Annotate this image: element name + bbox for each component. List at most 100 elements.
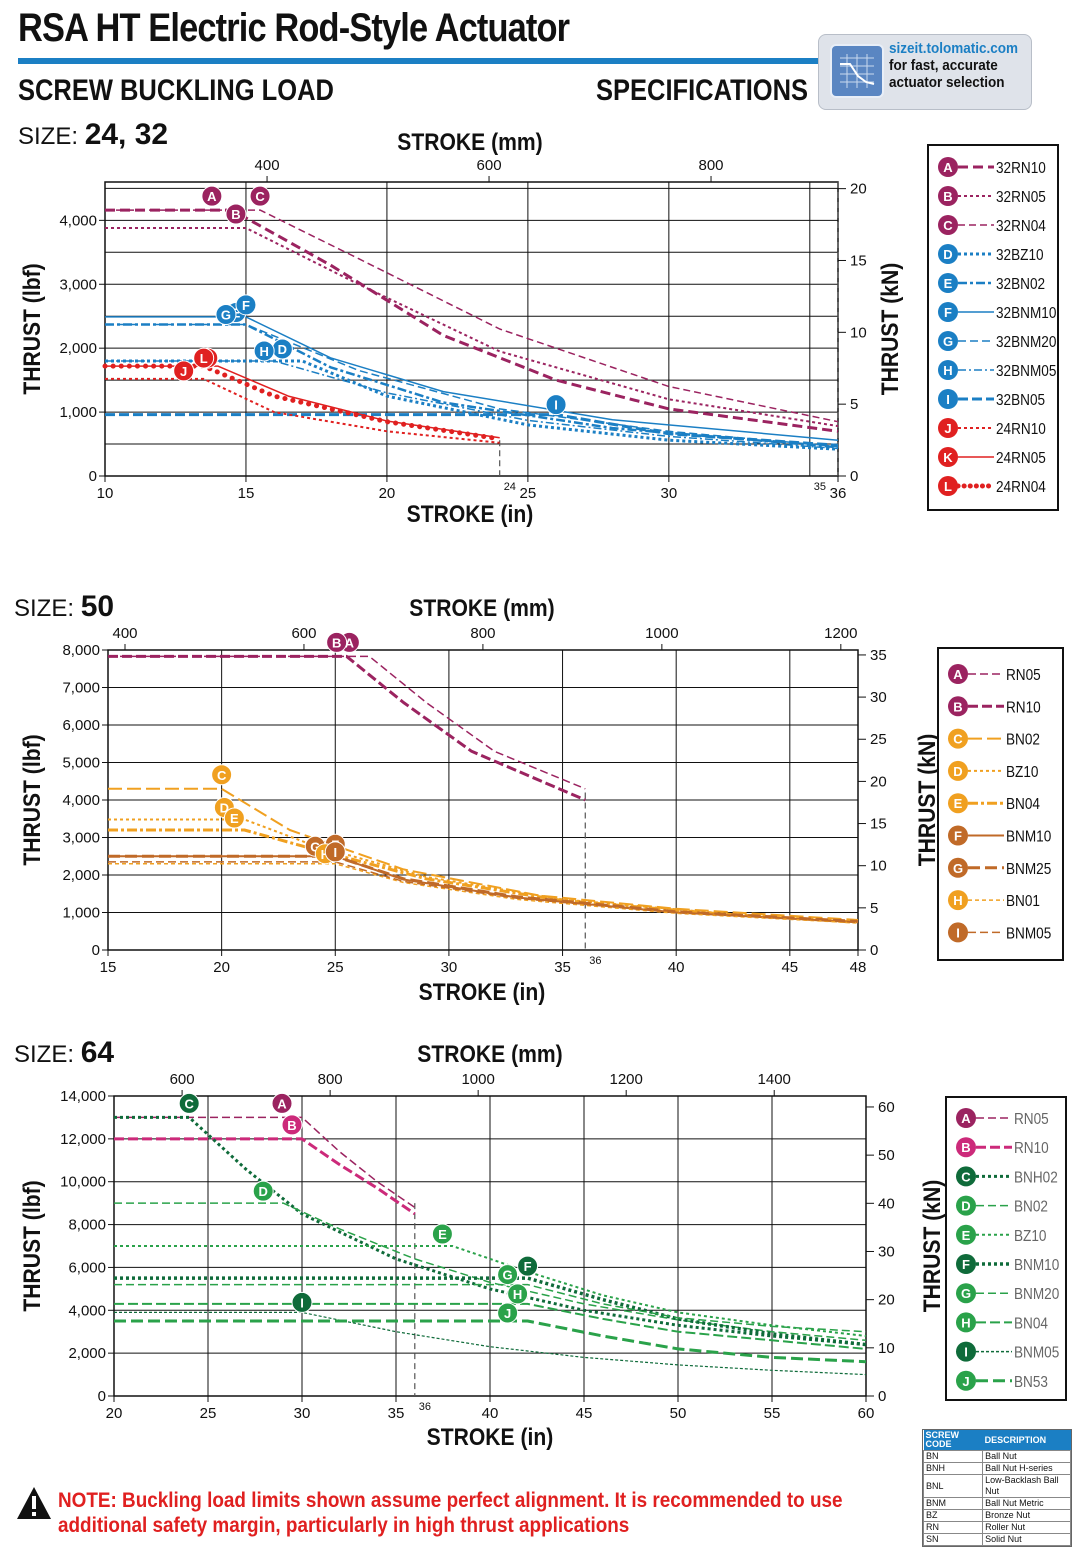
plot-badge-letter: C — [255, 189, 265, 204]
y-tick-label: 2,000 — [59, 340, 97, 357]
plot-badge-D — [252, 1180, 274, 1202]
series-line-BN02 — [114, 1202, 867, 1342]
plot-badge-C — [249, 185, 271, 207]
series-line-RN10 — [114, 1137, 416, 1216]
screw-code-row: RN Roller Nut — [922, 1521, 1071, 1534]
legend-label: BN02 — [1014, 1199, 1048, 1216]
x-tick-label: 35 — [554, 959, 571, 976]
y2-tick-label: 20 — [850, 181, 867, 198]
x2-tick-label: 600 — [291, 625, 316, 642]
plot-badge-letter: E — [230, 811, 239, 826]
legend-badge-K — [938, 447, 958, 467]
x-tick-label: 45 — [576, 1405, 593, 1422]
y-tick-label: 0 — [92, 942, 100, 959]
description-header: DESCRIPTION — [982, 1430, 1071, 1451]
safety-note: NOTE: Buckling load limits shown assume … — [58, 1488, 843, 1538]
y-axis-title: THRUST (lbf) — [19, 263, 46, 394]
plot-badge-F — [517, 1255, 539, 1277]
legend-badge-B — [938, 186, 958, 206]
legend-badge-B — [956, 1137, 976, 1158]
series-line-BNM10 — [114, 1276, 867, 1347]
legend-label: 32BZ10 — [996, 247, 1044, 264]
legend-letter: H — [961, 1315, 970, 1330]
legend-letter: I — [946, 392, 950, 407]
y2-tick-label: 5 — [870, 900, 878, 917]
screw-code: BN — [922, 1450, 984, 1463]
legend-letter: J — [944, 421, 951, 436]
legend-letter: E — [962, 1228, 971, 1243]
y2-tick-label: 15 — [850, 252, 867, 269]
sizeit-url[interactable]: sizeit.tolomatic.com — [889, 40, 1019, 57]
plot-badge-letter: A — [207, 189, 217, 204]
legend-letter: H — [943, 363, 952, 378]
x2-axis-title: STROKE (mm) — [397, 129, 542, 156]
x-tick-label: 10 — [97, 485, 114, 502]
legend-letter: J — [962, 1374, 969, 1389]
series-line-BZ10 — [114, 1245, 867, 1337]
x2-tick-label: 400 — [112, 625, 137, 642]
y-tick-label: 1,000 — [59, 404, 97, 421]
screw-description: Ball Nut H-series — [982, 1462, 1071, 1475]
plot-badge-letter: A — [345, 635, 355, 650]
x2-tick-label: 1200 — [610, 1071, 643, 1088]
plot-badge-letter: A — [277, 1096, 287, 1111]
legend-badge-I — [956, 1341, 976, 1362]
plot-badge-G — [215, 304, 237, 326]
screw-code-row: BN Ball Nut — [922, 1450, 1071, 1463]
plot-badge-letter: C — [217, 768, 227, 783]
y2-tick-label: 0 — [850, 468, 858, 485]
legend-badge-D — [948, 760, 968, 781]
legend-badge-G — [938, 331, 958, 351]
x-tick-label: 30 — [661, 485, 678, 502]
y-tick-label: 2,000 — [62, 867, 100, 884]
plot-badge-letter: D — [259, 1184, 268, 1199]
y2-tick-label: 10 — [850, 324, 867, 341]
y2-tick-label: 25 — [870, 731, 887, 748]
legend-label: BN02 — [1006, 732, 1040, 749]
size-label-64: SIZE: 64 — [14, 1036, 115, 1069]
y2-tick-label: 40 — [878, 1195, 895, 1212]
legend-label: BNM05 — [1014, 1345, 1059, 1362]
screw-code-row: BNL Low-Backlash Ball Nut — [922, 1474, 1071, 1498]
x-extra-tick-label: 24 — [504, 481, 516, 493]
plot-badge-E — [431, 1223, 453, 1245]
sizeit-line2: for fast, accurate — [889, 57, 998, 74]
x2-tick-label: 1200 — [824, 625, 857, 642]
x-tick-label: 25 — [200, 1405, 217, 1422]
section-heading: SCREW BUCKLING LOAD — [18, 74, 334, 107]
legend-badge-G — [956, 1283, 976, 1304]
y2-tick-label: 20 — [870, 773, 887, 790]
series-line-BNM05 — [114, 1311, 867, 1376]
series-line-32BNM10 — [105, 316, 839, 441]
plot-badge-letter: G — [221, 308, 231, 323]
x2-tick-label: 800 — [318, 1071, 343, 1088]
x-tick-label: 48 — [850, 959, 867, 976]
legend-letter: I — [964, 1345, 968, 1360]
y-tick-label: 8,000 — [62, 642, 100, 659]
legend-badge-F — [956, 1254, 976, 1274]
plot-badge-A — [201, 185, 223, 207]
title-rule — [18, 58, 818, 64]
y2-axis-title: THRUST (kN) — [877, 263, 904, 396]
series-line-24RN10 — [105, 377, 500, 444]
screw-description: Bronze Nut — [982, 1509, 1071, 1522]
legend-letter: A — [961, 1111, 971, 1126]
x-tick-label: 25 — [327, 959, 344, 976]
legend-label: 32BNM05 — [996, 363, 1056, 380]
legend-badge-D — [956, 1195, 976, 1216]
chart-50: 0 1,000 2,000 3,000 4,000 5,000 6,000 7,000 8,00… — [19, 595, 1064, 1005]
series-line-32RN04 — [105, 209, 839, 423]
x-extra-tick-label: 36 — [589, 955, 601, 967]
y2-axis-title: THRUST (kN) — [914, 734, 941, 867]
y-tick-label: 8,000 — [68, 1217, 106, 1234]
series-line-BN01 — [108, 863, 859, 924]
legend-letter: K — [943, 450, 953, 465]
sizeit-text[interactable]: sizeit.tolomatic.com for fast, accurate … — [889, 40, 1018, 91]
legend-letter: D — [953, 764, 962, 779]
y2-tick-label: 0 — [870, 942, 878, 959]
x-tick-label: 55 — [764, 1405, 781, 1422]
legend-letter: D — [961, 1199, 970, 1214]
x-tick-label: 20 — [106, 1405, 123, 1422]
screw-code: BNM — [922, 1497, 984, 1510]
